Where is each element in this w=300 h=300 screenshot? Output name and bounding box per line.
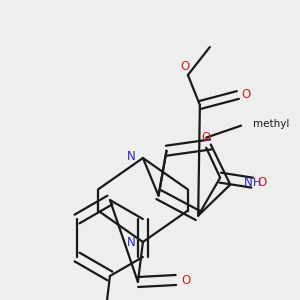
Text: N: N bbox=[127, 236, 135, 250]
Text: N: N bbox=[127, 151, 135, 164]
Text: methyl: methyl bbox=[253, 118, 290, 129]
Text: O: O bbox=[181, 274, 190, 286]
Text: O: O bbox=[180, 61, 190, 74]
Text: O: O bbox=[202, 131, 211, 144]
Text: O: O bbox=[241, 88, 250, 101]
Text: N: N bbox=[244, 176, 253, 189]
Text: O: O bbox=[257, 176, 267, 189]
Text: H: H bbox=[253, 178, 262, 188]
